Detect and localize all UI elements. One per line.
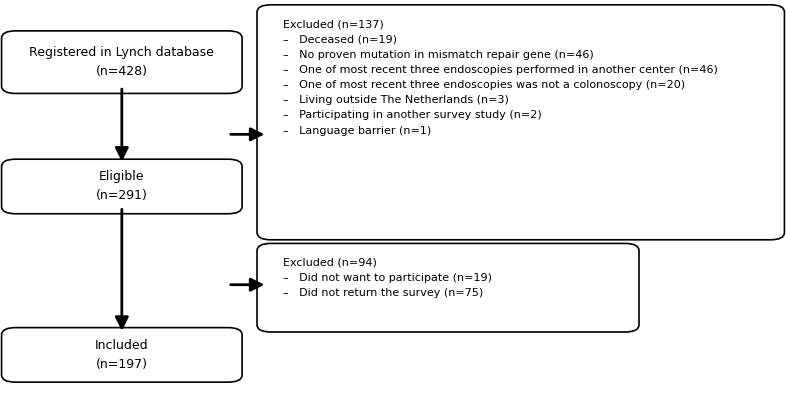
Text: Excluded (n=137)
–   Deceased (n=19)
–   No proven mutation in mismatch repair g: Excluded (n=137) – Deceased (n=19) – No … bbox=[283, 19, 718, 136]
FancyBboxPatch shape bbox=[257, 5, 784, 240]
FancyBboxPatch shape bbox=[2, 31, 242, 93]
Text: Excluded (n=94)
–   Did not want to participate (n=19)
–   Did not return the su: Excluded (n=94) – Did not want to partic… bbox=[283, 258, 492, 298]
Text: Registered in Lynch database
(n=428): Registered in Lynch database (n=428) bbox=[29, 46, 215, 78]
Text: Included
(n=197): Included (n=197) bbox=[95, 339, 149, 371]
Text: Eligible
(n=291): Eligible (n=291) bbox=[96, 170, 148, 203]
FancyBboxPatch shape bbox=[257, 243, 639, 332]
FancyBboxPatch shape bbox=[2, 159, 242, 214]
FancyBboxPatch shape bbox=[2, 328, 242, 382]
